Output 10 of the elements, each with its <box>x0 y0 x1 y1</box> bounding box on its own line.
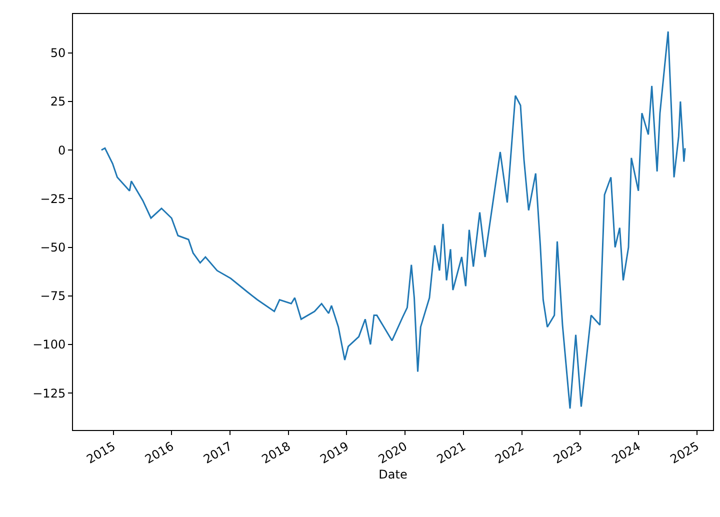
y-tick-label: −100 <box>32 338 66 352</box>
y-tick-label: −75 <box>40 289 66 304</box>
x-axis-title: Date <box>378 467 408 482</box>
line-series <box>100 30 686 410</box>
y-tick-label: −50 <box>40 240 66 254</box>
y-tick-label: 25 <box>50 94 66 109</box>
y-tick-label: −25 <box>40 192 66 206</box>
y-tick-label: 50 <box>50 46 66 60</box>
y-tick-label: −125 <box>32 386 66 400</box>
y-tick-label: 0 <box>58 143 66 158</box>
